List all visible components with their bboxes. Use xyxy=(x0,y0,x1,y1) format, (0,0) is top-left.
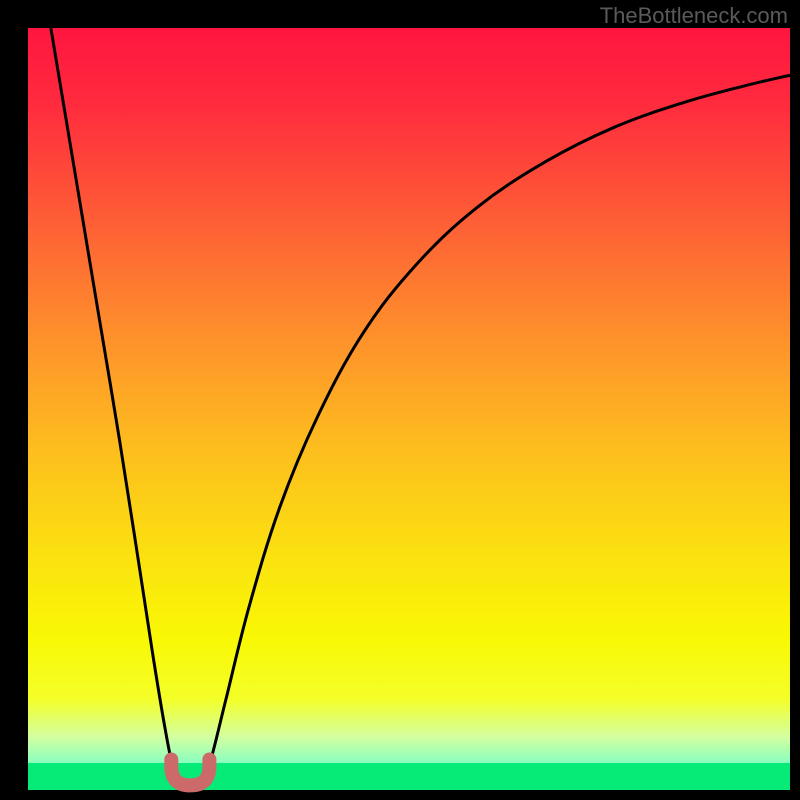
plot-area xyxy=(28,28,790,790)
watermark-label: TheBottleneck.com xyxy=(600,3,788,29)
minimum-marker xyxy=(28,28,790,790)
chart-frame: TheBottleneck.com xyxy=(0,0,800,800)
